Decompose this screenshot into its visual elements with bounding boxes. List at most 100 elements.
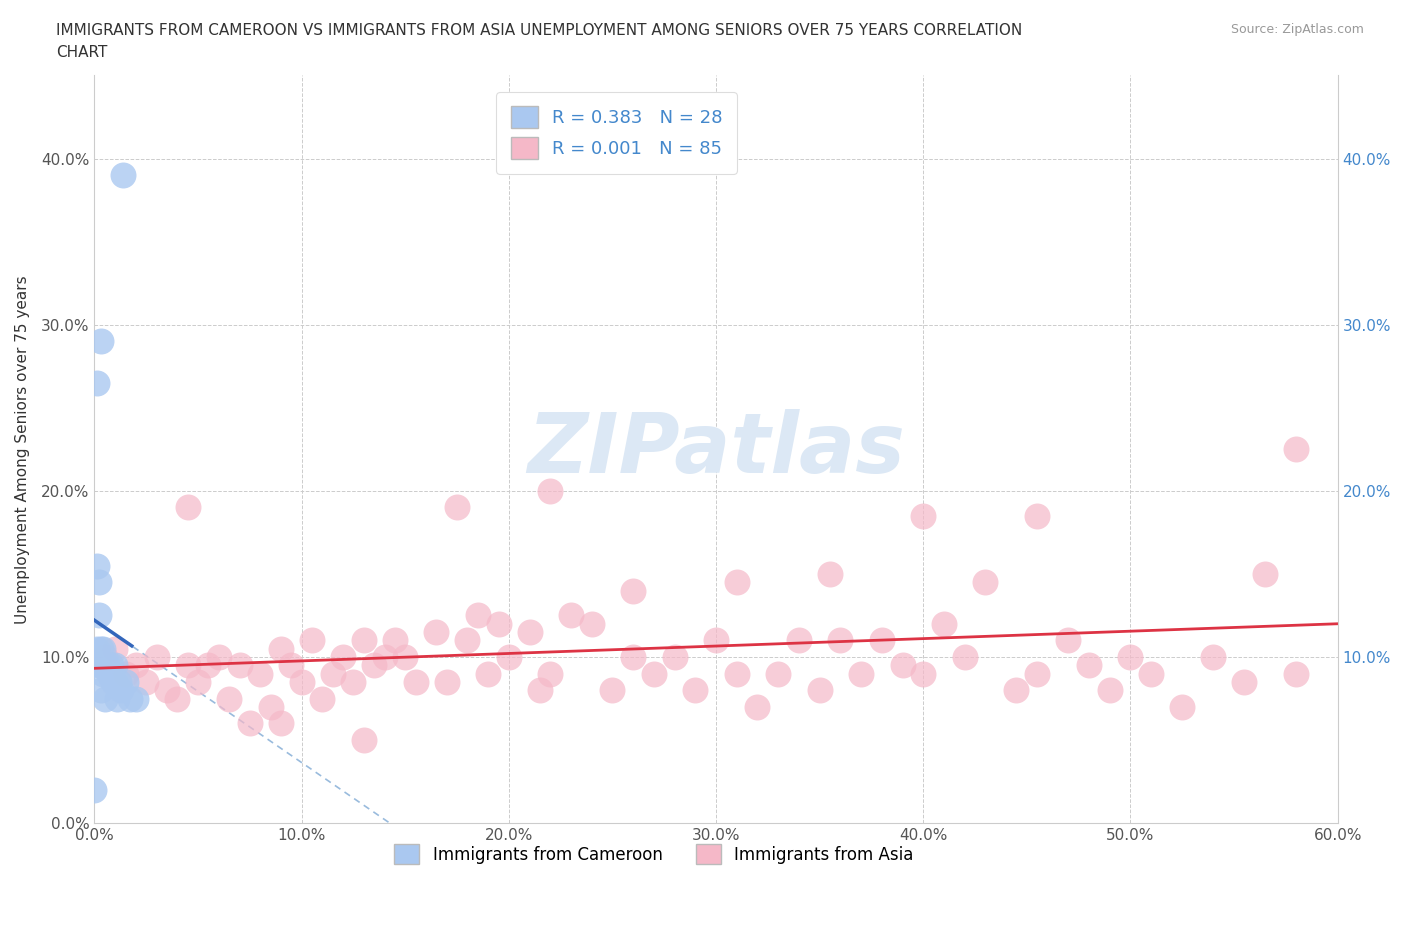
Point [1140,666,1163,681]
Point [1171,699,1194,714]
Point [125,691,148,706]
Point [94,649,117,664]
Point [135,674,157,689]
Point [953,649,976,664]
Point [974,575,997,590]
Point [353,633,375,648]
Point [259,699,281,714]
Point [342,674,364,689]
Point [228,658,250,672]
Point [602,683,624,698]
Point [270,641,292,656]
Point [208,649,231,664]
Point [104,658,127,672]
Text: CHART: CHART [56,45,108,60]
Point [94,691,117,706]
Point [87,658,110,672]
Point [108,674,131,689]
Point [100,658,122,672]
Point [621,649,644,664]
Point [91,641,114,656]
Point [145,649,167,664]
Point [664,649,686,664]
Point [830,633,852,648]
Point [849,666,872,681]
Point [446,500,468,515]
Point [86,558,108,573]
Point [704,633,727,648]
Point [87,608,110,623]
Point [1285,442,1308,457]
Point [86,641,108,656]
Point [291,674,314,689]
Point [218,691,240,706]
Point [156,683,179,698]
Point [818,566,841,581]
Point [467,608,489,623]
Point [166,691,188,706]
Point [519,625,541,640]
Point [560,608,582,623]
Point [488,617,510,631]
Text: Source: ZipAtlas.com: Source: ZipAtlas.com [1230,23,1364,36]
Point [197,658,219,672]
Point [110,683,132,698]
Point [239,716,262,731]
Point [1026,666,1049,681]
Point [104,641,127,656]
Point [725,666,748,681]
Point [1098,683,1121,698]
Point [353,733,375,748]
Point [538,666,561,681]
Point [1005,683,1028,698]
Point [177,500,200,515]
Point [1233,674,1256,689]
Point [384,633,406,648]
Point [280,658,302,672]
Point [1202,649,1225,664]
Point [436,674,458,689]
Point [311,691,333,706]
Point [1026,509,1049,524]
Point [912,666,935,681]
Point [374,649,396,664]
Point [90,658,112,672]
Point [1119,649,1142,664]
Point [394,649,416,664]
Point [456,633,478,648]
Point [870,633,893,648]
Point [363,658,385,672]
Point [125,658,148,672]
Point [90,641,112,656]
Point [187,674,209,689]
Point [249,666,271,681]
Legend: Immigrants from Cameroon, Immigrants from Asia: Immigrants from Cameroon, Immigrants fro… [388,837,920,870]
Point [538,484,561,498]
Point [529,683,551,698]
Point [96,658,118,672]
Point [1057,633,1080,648]
Point [87,575,110,590]
Point [747,699,769,714]
Point [112,167,135,182]
Point [808,683,831,698]
Point [498,649,520,664]
Point [94,658,117,672]
Point [891,658,914,672]
Point [90,683,112,698]
Point [86,376,108,391]
Text: ZIPatlas: ZIPatlas [527,409,905,490]
Point [90,334,112,349]
Text: IMMIGRANTS FROM CAMEROON VS IMMIGRANTS FROM ASIA UNEMPLOYMENT AMONG SENIORS OVER: IMMIGRANTS FROM CAMEROON VS IMMIGRANTS F… [56,23,1022,38]
Point [766,666,789,681]
Point [104,674,127,689]
Point [105,691,128,706]
Point [787,633,810,648]
Point [725,575,748,590]
Point [98,666,121,681]
Point [1254,566,1277,581]
Point [581,617,603,631]
Y-axis label: Unemployment Among Seniors over 75 years: Unemployment Among Seniors over 75 years [15,275,30,624]
Point [405,674,427,689]
Point [685,683,707,698]
